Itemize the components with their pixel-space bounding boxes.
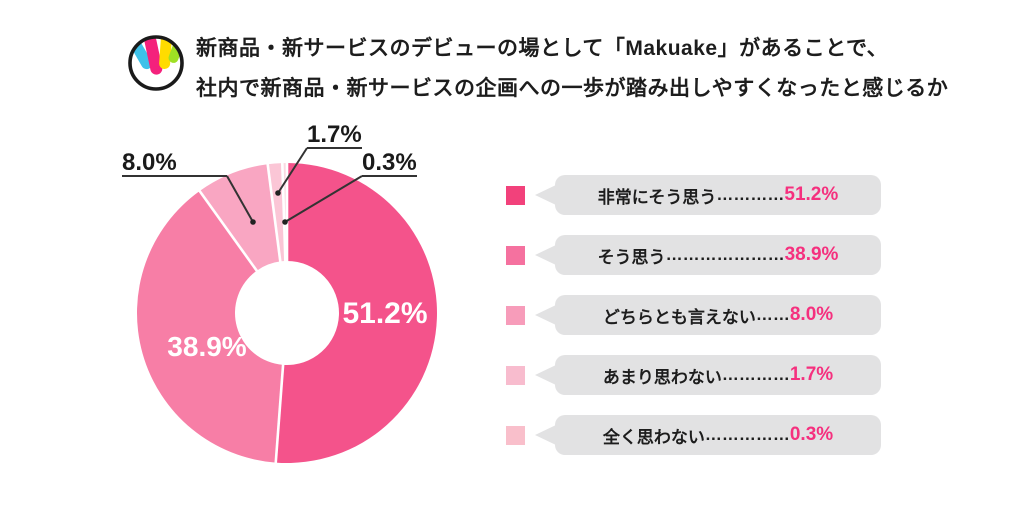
callout-line — [226, 175, 254, 223]
legend-label: どちらとも言えない — [602, 307, 756, 327]
makuake-logo-icon — [128, 35, 184, 91]
callout-line — [284, 175, 363, 223]
legend-bubble: そう思う………………… 38.9% — [555, 235, 881, 275]
callout-dot — [275, 190, 281, 196]
title-line-2: 社内で新商品・新サービスの企画への一歩が踏み出しやすくなったと感じるか — [196, 77, 949, 100]
segment-divider — [280, 162, 287, 263]
legend-swatch — [506, 185, 525, 205]
legend-bubble-tail-icon — [535, 185, 556, 205]
legend-swatch — [506, 425, 525, 445]
legend-value: 0.3% — [789, 424, 834, 445]
callout-label: 0.3% — [362, 149, 417, 176]
callout-line — [277, 147, 308, 194]
legend-swatch — [506, 245, 525, 265]
callout-dot — [282, 219, 288, 225]
legend-item: 非常にそう思う………… 51.2% — [506, 175, 881, 215]
legend-value: 38.9% — [784, 244, 839, 265]
legend-value: 8.0% — [789, 304, 834, 325]
legend-leader-dots: ………… — [716, 185, 785, 204]
callout-label: 1.7% — [307, 121, 362, 148]
legend-bubble-tail-icon — [535, 245, 556, 265]
legend-label: あまり思わない — [602, 367, 722, 387]
donut-segment — [275, 163, 437, 463]
makuake-logo — [126, 33, 186, 93]
title-line-1: 新商品・新サービスのデビューの場として「Makuake」があることで、 — [196, 37, 889, 60]
legend-item: あまり思わない………… 1.7% — [506, 355, 881, 395]
legend-label: 非常にそう思う — [597, 187, 717, 207]
segment-divider — [198, 189, 259, 273]
legend-leader-dots: ………………… — [665, 245, 785, 264]
callout-dot — [250, 219, 256, 225]
legend-value: 51.2% — [784, 184, 839, 205]
legend-item: 全く思わない…………… 0.3% — [506, 415, 881, 455]
legend-bubble: どちらとも言えない…… 8.0% — [555, 295, 881, 335]
legend-item: どちらとも言えない…… 8.0% — [506, 295, 881, 335]
legend-label: そう思う — [597, 247, 666, 267]
legend-value: 1.7% — [789, 364, 834, 385]
legend-bubble: あまり思わない………… 1.7% — [555, 355, 881, 395]
donut-segment — [137, 191, 284, 463]
legend-bubble-tail-icon — [535, 365, 556, 385]
segment-divider — [266, 163, 282, 263]
donut-chart: 51.2% 38.9% 8.0% 1.7%0.3% — [122, 121, 437, 464]
legend-bubble-tail-icon — [535, 425, 556, 445]
legend-item: そう思う………………… 38.9% — [506, 235, 881, 275]
legend-bubble: 非常にそう思う………… 51.2% — [555, 175, 881, 215]
donut-segment — [199, 164, 281, 271]
chart-title: 新商品・新サービスのデビューの場として「Makuake」があることで、 社内で新… — [196, 29, 948, 109]
callout-label: 8.0% — [122, 149, 177, 176]
legend-bubble-tail-icon — [535, 305, 556, 325]
legend-bubble: 全く思わない…………… 0.3% — [555, 415, 881, 455]
segment-divider — [274, 363, 285, 464]
legend-swatch — [506, 305, 525, 325]
segment-label: 38.9% — [167, 331, 246, 362]
legend-swatch — [506, 365, 525, 385]
legend-leader-dots: ………… — [721, 365, 790, 384]
legend-leader-dots: …… — [755, 305, 790, 324]
legend-label: 全く思わない — [602, 427, 705, 447]
segment-label: 51.2% — [342, 297, 427, 330]
legend-leader-dots: …………… — [704, 425, 790, 444]
